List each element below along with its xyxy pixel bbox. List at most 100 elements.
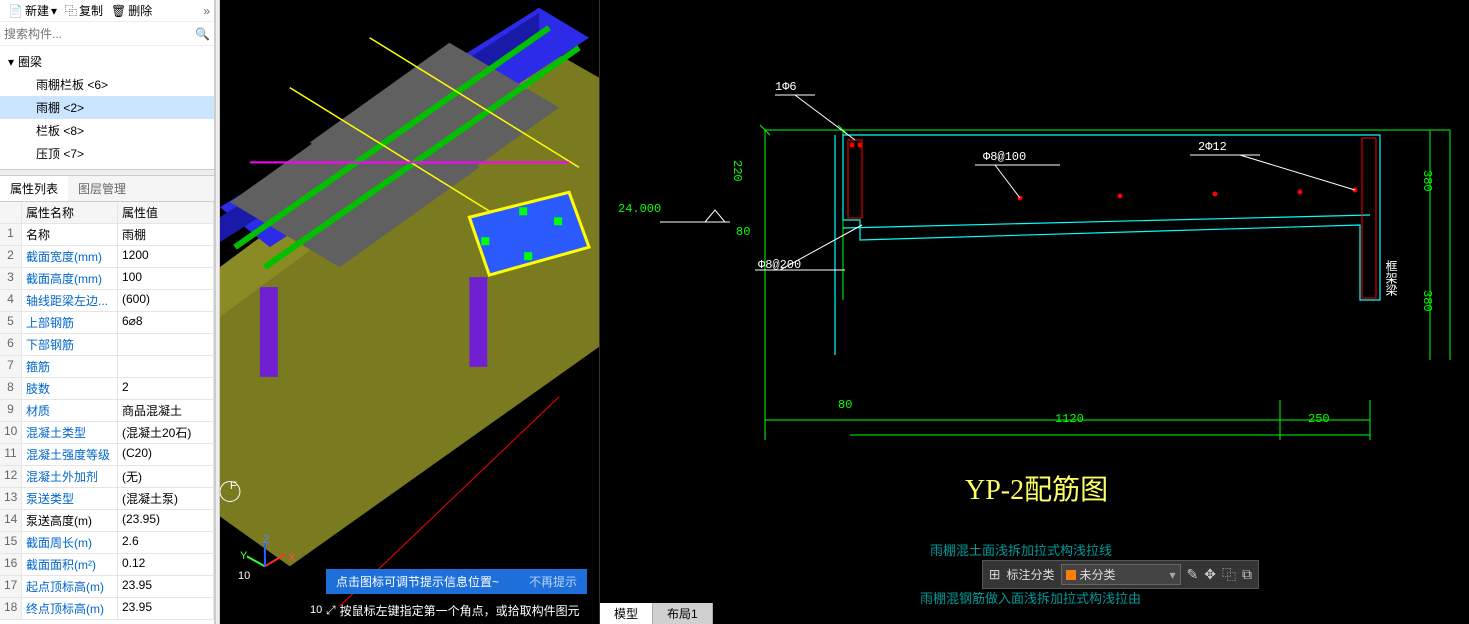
property-row[interactable]: 1名称雨棚 [0,224,214,246]
rebar-label-3: 2Φ12 [1198,140,1227,154]
cad-viewport[interactable]: 24.000 220 80 80 1120 250 380 380 1Φ6 Φ8… [599,0,1469,624]
prop-value[interactable]: 23.95 [118,598,214,619]
property-row[interactable]: 5上部钢筋6⌀8 [0,312,214,334]
rebar-label-4: Φ8@200 [758,258,801,272]
prop-name: 截面周长(m) [22,532,118,553]
select-value: 未分类 [1080,566,1116,583]
prop-value[interactable] [118,356,214,377]
property-row[interactable]: 9材质商品混凝土 [0,400,214,422]
tree-item[interactable]: 雨棚栏板 <6> [0,73,214,96]
prop-name: 肢数 [22,378,118,399]
beam-label: 框架梁 [1382,260,1399,296]
copy-button[interactable]: ⿻复制 [61,1,107,20]
top-toolbar: 📄新建▾ ⿻复制 🗑删除 » [0,0,214,22]
expand-icon: ▾ [8,55,14,69]
hint-dismiss[interactable]: 不再提示 [529,573,577,590]
subtitle-1: 雨棚混土面浅拆加拉式构浅拉线 [930,540,1112,559]
tree-item[interactable]: 压顶 <7> [0,142,214,165]
property-row[interactable]: 18终点顶标高(m)23.95 [0,598,214,620]
move-icon[interactable]: ✥ [1204,566,1216,583]
prop-value[interactable]: 2.6 [118,532,214,553]
dropdown-icon: ▾ [1170,568,1176,582]
search-input[interactable] [4,27,195,41]
property-row[interactable]: 10混凝土类型(混凝土20石) [0,422,214,444]
prop-name: 泵送高度(m) [22,510,118,531]
prop-value[interactable]: 2 [118,378,214,399]
prop-name: 截面面积(m²) [22,554,118,575]
edit-icon[interactable]: ✎ [1187,566,1199,583]
row-index: 8 [0,378,22,399]
prop-value[interactable]: (C20) [118,444,214,465]
property-row[interactable]: 14泵送高度(m)(23.95) [0,510,214,532]
copy-icon[interactable]: ⿻ [1222,565,1236,585]
prop-value[interactable]: (600) [118,290,214,311]
axis-z: Z [263,534,270,546]
dim-380a: 380 [1420,170,1434,192]
property-row[interactable]: 7箍筋 [0,356,214,378]
tree-item-selected[interactable]: 雨棚 <2> [0,96,214,119]
row-index: 6 [0,334,22,355]
left-panel: 📄新建▾ ⿻复制 🗑删除 » 🔍 ▾圈梁 雨棚栏板 <6> 雨棚 <2> 栏板 … [0,0,215,624]
annotation-toolbar: ⊞ 标注分类 未分类▾ ✎ ✥ ⿻ ⧉ [982,560,1259,589]
tab-properties[interactable]: 属性列表 [0,176,68,201]
copy-icon: ⿻ [65,2,77,19]
row-index: 15 [0,532,22,553]
prop-value[interactable]: (无) [118,466,214,487]
delete-button[interactable]: 🗑删除 [107,1,156,20]
tab-model[interactable]: 模型 [600,603,653,624]
table-header: 属性名称 属性值 [0,202,214,224]
grid-icon[interactable]: ⊞ [989,566,1001,583]
hint-bar: 点击图标可调节提示信息位置~ 不再提示 [326,569,587,594]
row-index: 12 [0,466,22,487]
prop-value[interactable]: 雨棚 [118,224,214,245]
category-select[interactable]: 未分类 ▾ [1061,564,1181,585]
resize-icon[interactable]: ⤢ [326,603,336,618]
property-row[interactable]: 4轴线距梁左边...(600) [0,290,214,312]
prop-value[interactable]: 商品混凝土 [118,400,214,421]
property-row[interactable]: 17起点顶标高(m)23.95 [0,576,214,598]
property-row[interactable]: 6下部钢筋 [0,334,214,356]
prop-value[interactable]: 0.12 [118,554,214,575]
prop-value[interactable]: 23.95 [118,576,214,597]
tab-layers[interactable]: 图层管理 [68,176,136,201]
prop-name: 混凝土强度等级 [22,444,118,465]
row-index: 10 [0,422,22,443]
property-row[interactable]: 8肢数2 [0,378,214,400]
property-row[interactable]: 12混凝土外加剂(无) [0,466,214,488]
search-icon[interactable]: 🔍 [195,27,210,41]
tab-layout1[interactable]: 布局1 [653,603,713,624]
axis-y: Y [240,550,247,562]
axis-x: X [288,552,295,564]
dim-380b: 380 [1420,290,1434,312]
collapse-icon[interactable]: » [203,4,210,18]
tree-root[interactable]: ▾圈梁 [0,50,214,73]
axis-marker-10b: 10 [310,604,322,616]
prop-value[interactable]: (23.95) [118,510,214,531]
prop-value[interactable]: 1200 [118,246,214,267]
row-index: 2 [0,246,22,267]
component-tree: ▾圈梁 雨棚栏板 <6> 雨棚 <2> 栏板 <8> 压顶 <7> [0,46,214,169]
property-row[interactable]: 15截面周长(m)2.6 [0,532,214,554]
dim-250: 250 [1308,412,1330,426]
prop-value[interactable] [118,334,214,355]
property-row[interactable]: 3截面高度(mm)100 [0,268,214,290]
row-index: 9 [0,400,22,421]
prop-value[interactable]: 100 [118,268,214,289]
tree-item[interactable]: 栏板 <8> [0,119,214,142]
prop-value[interactable]: (混凝土泵) [118,488,214,509]
prop-name: 材质 [22,400,118,421]
property-row[interactable]: 13泵送类型(混凝土泵) [0,488,214,510]
header-value: 属性值 [118,202,214,223]
new-button[interactable]: 📄新建▾ [4,1,61,20]
property-table: 属性名称 属性值 1名称雨棚2截面宽度(mm)12003截面高度(mm)1004… [0,202,214,624]
layers-icon[interactable]: ⧉ [1242,566,1252,583]
search-row: 🔍 [0,22,214,46]
row-index: 3 [0,268,22,289]
property-row[interactable]: 16截面面积(m²)0.12 [0,554,214,576]
row-index: 17 [0,576,22,597]
model-viewport[interactable]: F 10 X Y Z 10 点击图标可调节提示信息位置~ 不再提示 ⤢ 按鼠标左… [220,0,599,624]
property-row[interactable]: 11混凝土强度等级(C20) [0,444,214,466]
property-row[interactable]: 2截面宽度(mm)1200 [0,246,214,268]
prop-value[interactable]: 6⌀8 [118,312,214,333]
prop-value[interactable]: (混凝土20石) [118,422,214,443]
